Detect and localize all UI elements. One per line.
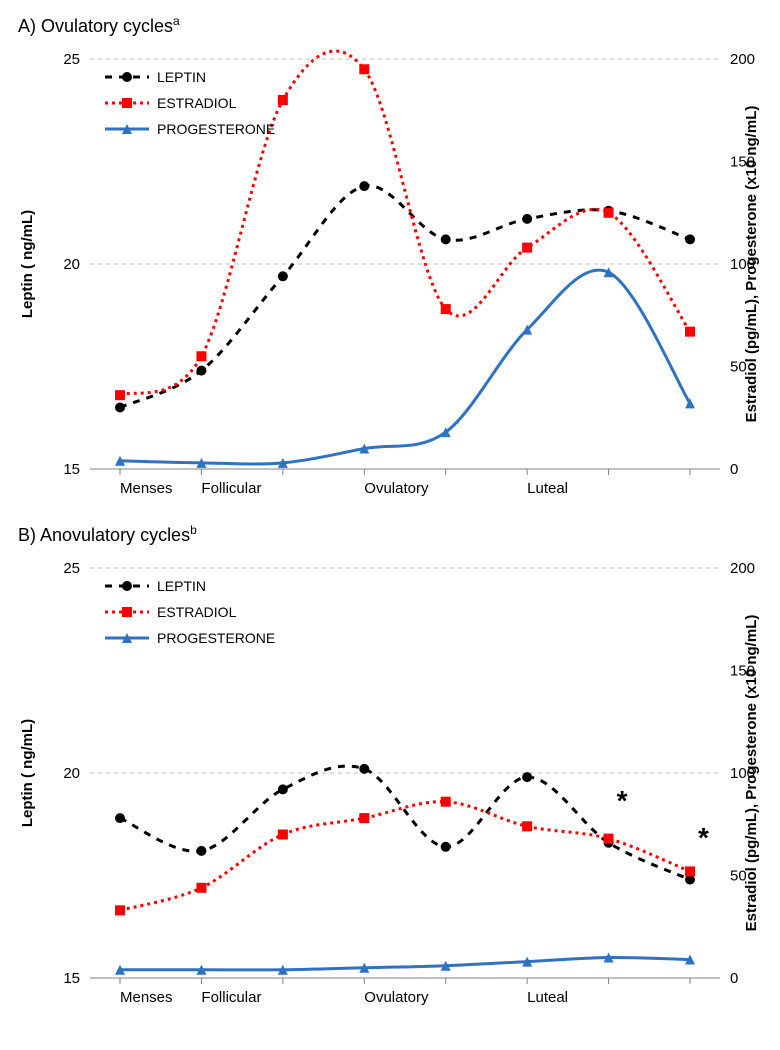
ytick-right: 200	[730, 560, 755, 577]
legend-label: LEPTIN	[157, 578, 206, 594]
ytick-left: 20	[63, 256, 80, 273]
series-line-progesterone	[120, 957, 690, 969]
marker-circle	[278, 784, 288, 794]
marker-square	[685, 866, 695, 876]
xtick-label: Menses	[120, 989, 173, 1006]
marker-circle	[441, 842, 451, 852]
marker-circle	[359, 181, 369, 191]
y-axis-left-label: Leptin ( ng/mL)	[19, 719, 36, 827]
marker-circle	[522, 772, 532, 782]
ytick-left: 25	[63, 51, 80, 68]
ytick-left: 15	[63, 970, 80, 987]
marker-square	[522, 243, 532, 253]
chart-panel-A: 152025050100150200MensesFollicularOvulat…	[10, 39, 770, 519]
legend-label: LEPTIN	[157, 69, 206, 85]
annotation-star: *	[617, 785, 628, 816]
marker-circle	[115, 813, 125, 823]
series-line-leptin	[120, 766, 690, 880]
marker-square	[115, 390, 125, 400]
marker-square	[115, 905, 125, 915]
figure: A) Ovulatory cyclesa152025050100150200Me…	[10, 14, 770, 1028]
marker-circle	[278, 271, 288, 281]
xtick-label: Luteal	[527, 480, 568, 497]
marker-circle	[441, 234, 451, 244]
marker-square	[441, 797, 451, 807]
ytick-right: 200	[730, 51, 755, 68]
legend-label: ESTRADIOL	[157, 95, 237, 111]
legend-label: ESTRADIOL	[157, 604, 237, 620]
marker-circle	[196, 846, 206, 856]
marker-circle	[122, 72, 132, 82]
series-line-estradiol	[120, 802, 690, 911]
annotation-star: *	[698, 822, 709, 853]
marker-circle	[359, 764, 369, 774]
chart-container-B: 152025050100150200MensesFollicularOvulat…	[10, 548, 770, 1028]
marker-square	[441, 304, 451, 314]
panel-title-A: A) Ovulatory cyclesa	[18, 14, 770, 37]
y-axis-right-label: Estradiol (pg/mL), Progesterone (x10 ng/…	[743, 106, 760, 423]
series-line-progesterone	[120, 270, 690, 464]
xtick-label: Ovulatory	[364, 480, 429, 497]
chart-panel-B: 152025050100150200MensesFollicularOvulat…	[10, 548, 770, 1028]
xtick-label: Menses	[120, 480, 173, 497]
marker-square	[196, 883, 206, 893]
marker-square	[359, 64, 369, 74]
marker-square	[122, 607, 132, 617]
marker-square	[278, 830, 288, 840]
marker-square	[522, 821, 532, 831]
marker-square	[604, 208, 614, 218]
legend-label: PROGESTERONE	[157, 630, 275, 646]
ytick-left: 25	[63, 560, 80, 577]
y-axis-left-label: Leptin ( ng/mL)	[19, 210, 36, 318]
series-line-leptin	[120, 186, 690, 408]
legend-label: PROGESTERONE	[157, 121, 275, 137]
marker-square	[278, 95, 288, 105]
xtick-label: Luteal	[527, 989, 568, 1006]
marker-square	[685, 327, 695, 337]
ytick-right: 0	[730, 970, 738, 987]
marker-circle	[196, 366, 206, 376]
marker-square	[196, 351, 206, 361]
marker-circle	[522, 214, 532, 224]
marker-circle	[685, 234, 695, 244]
ytick-right: 0	[730, 461, 738, 478]
y-axis-right-label: Estradiol (pg/mL), Progesterone (x10 ng/…	[743, 615, 760, 932]
marker-circle	[115, 403, 125, 413]
ytick-left: 15	[63, 461, 80, 478]
marker-square	[122, 98, 132, 108]
xtick-label: Ovulatory	[364, 989, 429, 1006]
xtick-label: Follicular	[201, 989, 261, 1006]
marker-square	[604, 834, 614, 844]
chart-container-A: 152025050100150200MensesFollicularOvulat…	[10, 39, 770, 519]
marker-circle	[122, 581, 132, 591]
ytick-left: 20	[63, 765, 80, 782]
marker-square	[359, 813, 369, 823]
panel-title-B: B) Anovulatory cyclesb	[18, 523, 770, 546]
xtick-label: Follicular	[201, 480, 261, 497]
